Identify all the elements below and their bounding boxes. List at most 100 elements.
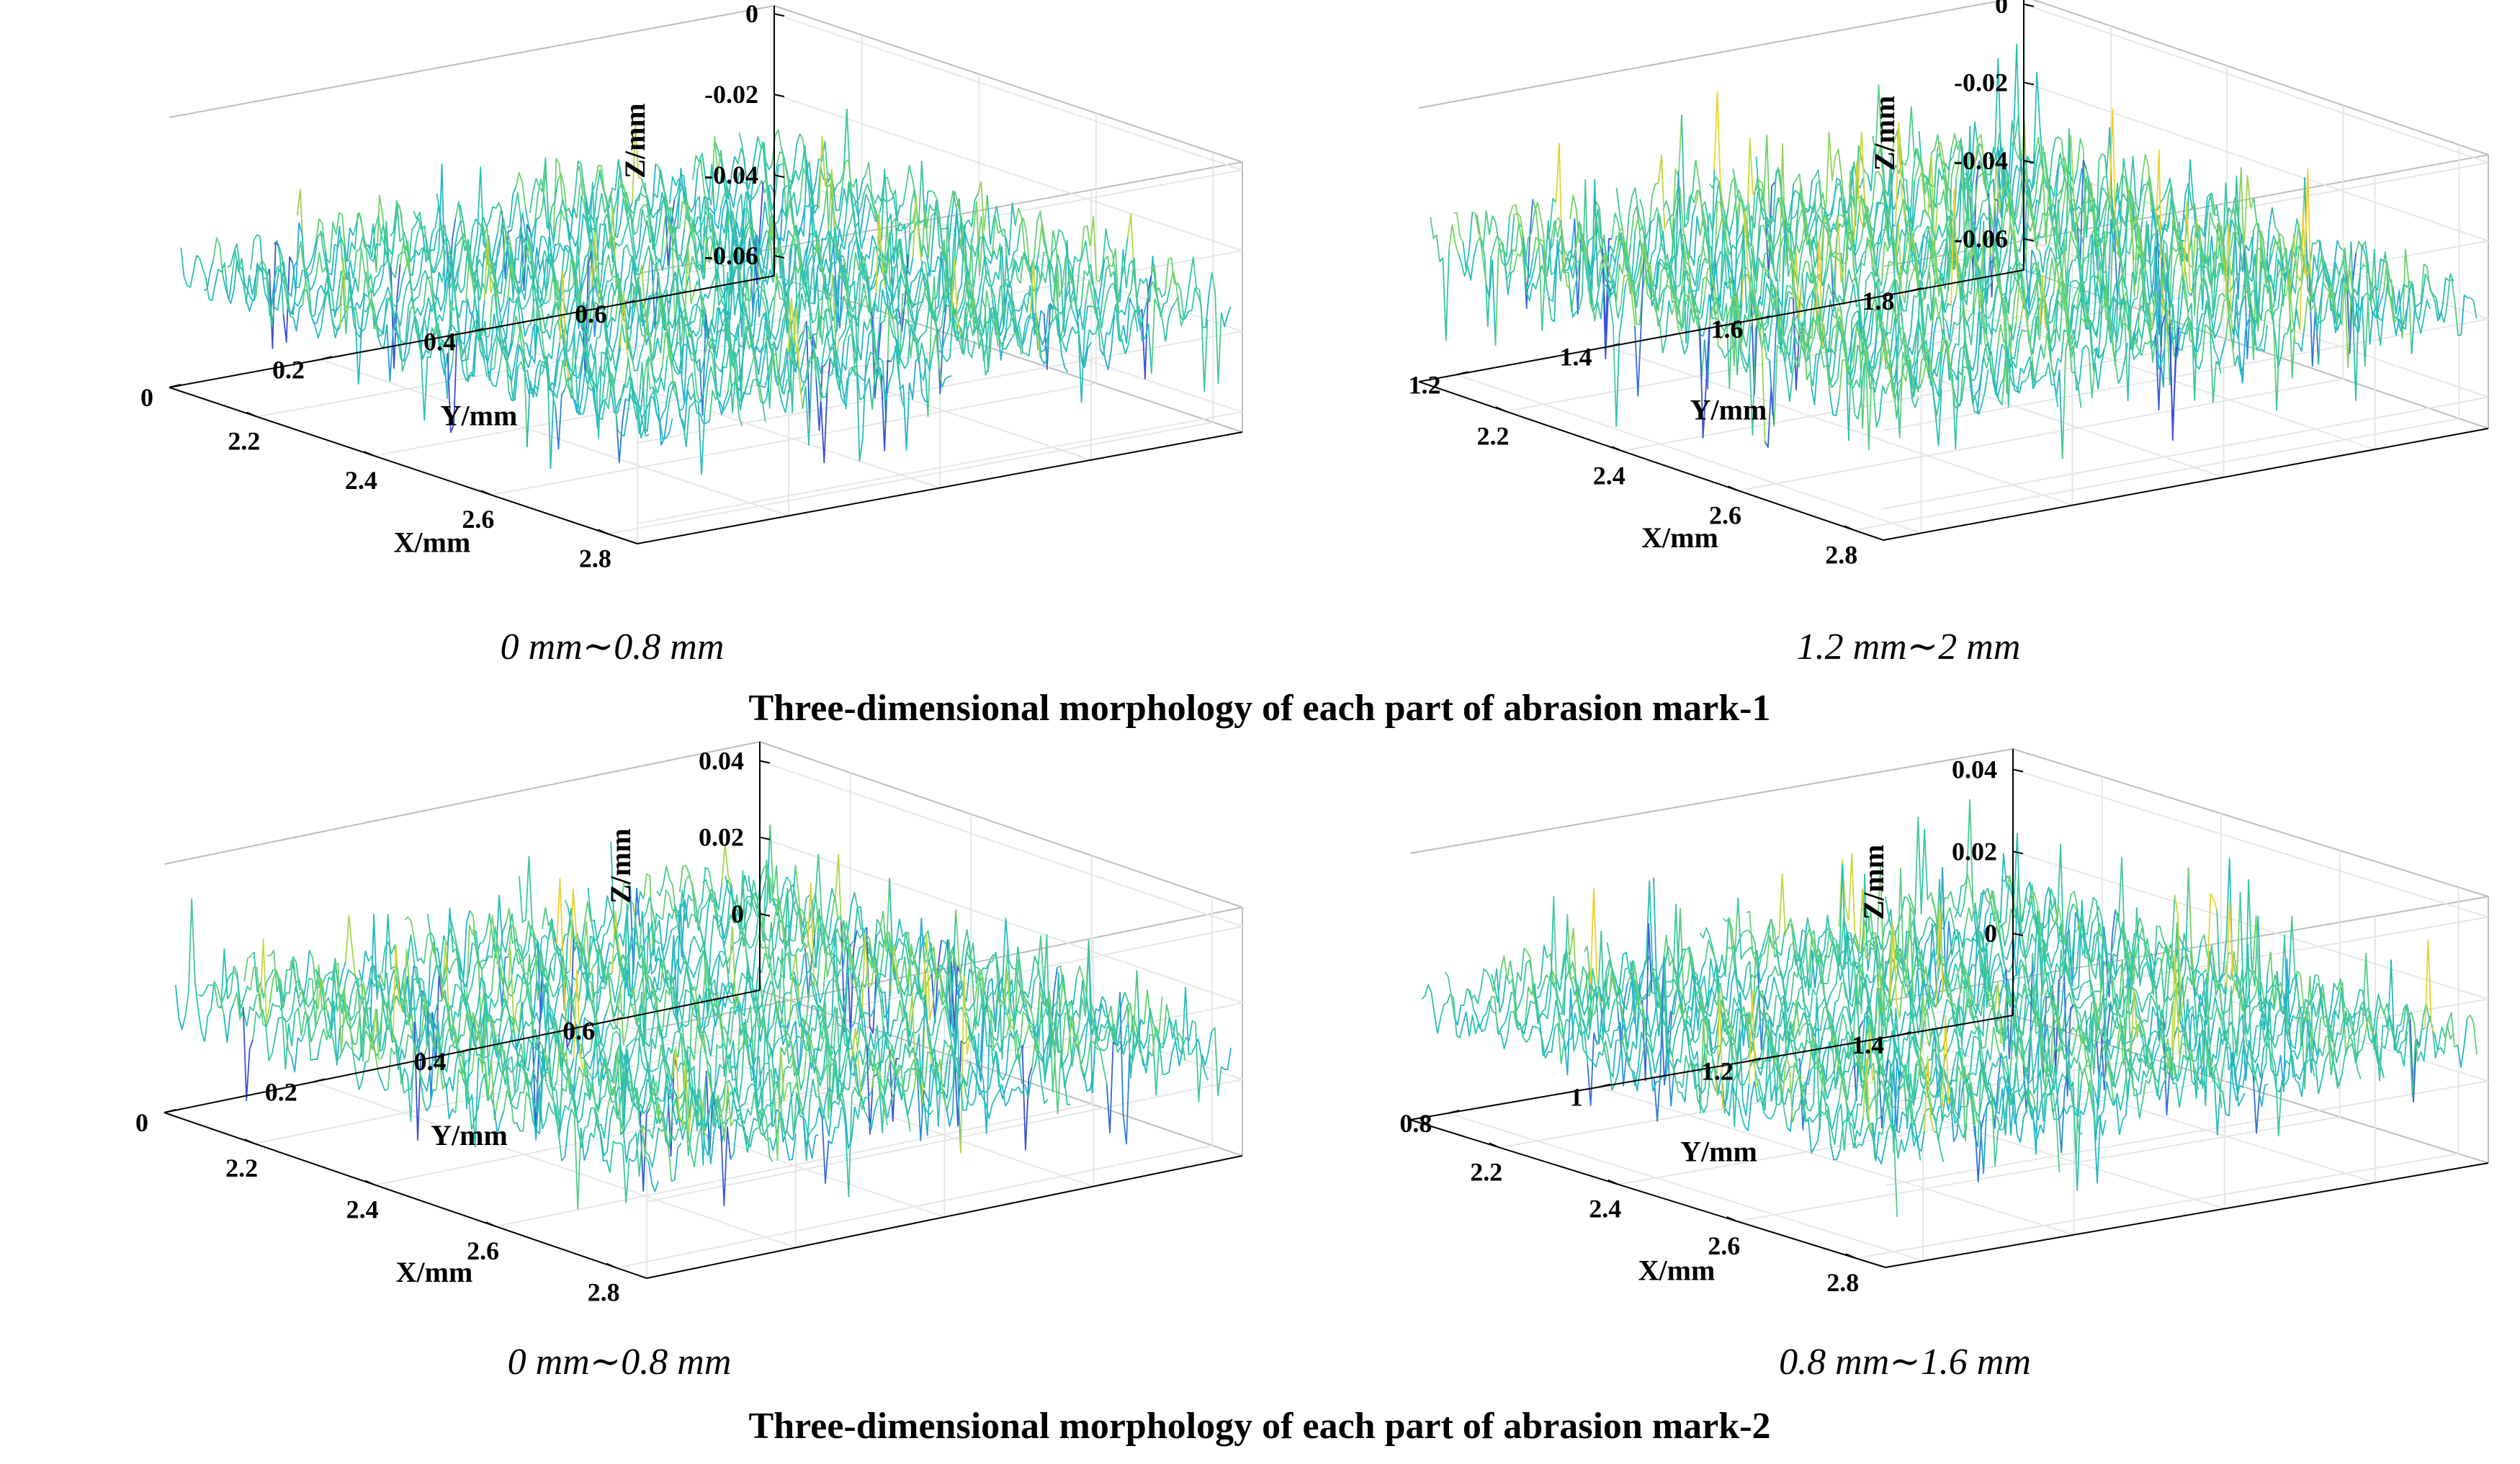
surface-line [1917, 817, 1929, 915]
surface-line [2132, 156, 2143, 213]
surface-line [692, 220, 704, 235]
surface-line [665, 194, 676, 233]
x-axis-label: X/mm [396, 1256, 473, 1288]
surface-line [1965, 224, 1976, 251]
surface-line [1011, 329, 1022, 355]
surface-line [647, 290, 658, 319]
surface-line [941, 318, 952, 351]
surface-line [353, 310, 364, 338]
surface-line [302, 269, 313, 318]
surface-line [637, 220, 648, 273]
surface-line [1937, 238, 1947, 255]
surface-line [528, 856, 539, 970]
surface-line [557, 246, 569, 300]
surface-line [1872, 171, 1883, 205]
surface-line [825, 887, 836, 930]
surface-line [2048, 136, 2059, 186]
surface-line [1964, 308, 1976, 346]
surface-line [1574, 223, 1585, 261]
surface-line [1722, 298, 1734, 390]
surface-line [789, 133, 801, 190]
surface-line [918, 357, 928, 403]
surface-line [358, 950, 369, 982]
surface-line [833, 342, 845, 378]
surface-line [353, 298, 364, 312]
surface-line [870, 246, 882, 277]
surface-line [694, 399, 706, 475]
x-tick [606, 1262, 617, 1269]
surface-line [470, 309, 482, 377]
surface-line [1001, 278, 1013, 315]
surface-line [2113, 297, 2124, 343]
surface-line [479, 268, 490, 301]
surface-line [2086, 1079, 2097, 1132]
surface-line [680, 316, 691, 346]
z-tick-label: -0.06 [704, 241, 758, 270]
y-tick-label: 0.2 [272, 355, 305, 384]
surface-line [1718, 217, 1729, 259]
x-tick [1844, 525, 1855, 531]
surface-line [2420, 263, 2431, 303]
surface-line [977, 255, 989, 300]
surface-line [2215, 292, 2226, 313]
surface-line [1899, 169, 1911, 232]
surface-line [297, 241, 308, 273]
surface-line [1699, 326, 1710, 439]
surface-line [833, 255, 844, 331]
surface-line [1052, 229, 1063, 253]
surface-line [320, 1026, 331, 1041]
surface-line [1783, 352, 1794, 403]
surface-line [1908, 359, 1919, 408]
surface-line [489, 369, 501, 387]
surface-line [676, 393, 687, 448]
surface-line [1014, 207, 1026, 252]
surface-line [713, 379, 725, 412]
surface-line [2378, 251, 2390, 295]
surface-line [2035, 136, 2045, 179]
surface-line [452, 333, 463, 364]
surface-line [2145, 285, 2156, 331]
surface-line [1551, 220, 1561, 240]
surface-line [189, 254, 200, 288]
surface-line [1750, 307, 1761, 327]
surface-line [1653, 207, 1664, 237]
surface-line [2019, 356, 2031, 374]
surface-line [799, 159, 811, 237]
surface-line [1695, 258, 1705, 292]
surface-line [1811, 197, 1822, 284]
surface-line [501, 211, 512, 279]
surface-line [735, 228, 746, 297]
surface-line [2290, 233, 2301, 287]
surface-line [2411, 302, 2421, 354]
surface-line [1927, 134, 1939, 186]
surface-line [1937, 245, 1947, 286]
surface-line [1942, 867, 1953, 988]
z-tick-label: 0.04 [699, 747, 744, 776]
surface-line [655, 193, 666, 245]
surface-line [227, 243, 238, 268]
surface-line [274, 268, 285, 311]
surface-line [913, 337, 925, 381]
surface-line [555, 389, 565, 450]
surface-line [1816, 336, 1826, 356]
surface-line [663, 418, 673, 441]
surface-line [614, 323, 626, 372]
x-tick-label: 2.4 [1593, 461, 1626, 490]
surface-line [479, 943, 490, 964]
surface-line [1132, 305, 1143, 342]
surface-line [1108, 248, 1120, 313]
surface-line [2076, 280, 2087, 310]
y-axis-label: Y/mm [441, 400, 518, 432]
surface-line [1097, 1048, 1108, 1084]
surface-line [685, 372, 696, 400]
surface-line [643, 359, 654, 390]
surface-line [808, 1133, 819, 1159]
surface-line [852, 269, 863, 313]
surface-line [339, 257, 350, 328]
surface-line [2271, 314, 2282, 368]
surface-line [1169, 270, 1180, 313]
surface-line [1880, 239, 1892, 287]
surface-line [744, 207, 755, 249]
surface-line [1801, 331, 1812, 387]
surface-line [2253, 222, 2264, 268]
